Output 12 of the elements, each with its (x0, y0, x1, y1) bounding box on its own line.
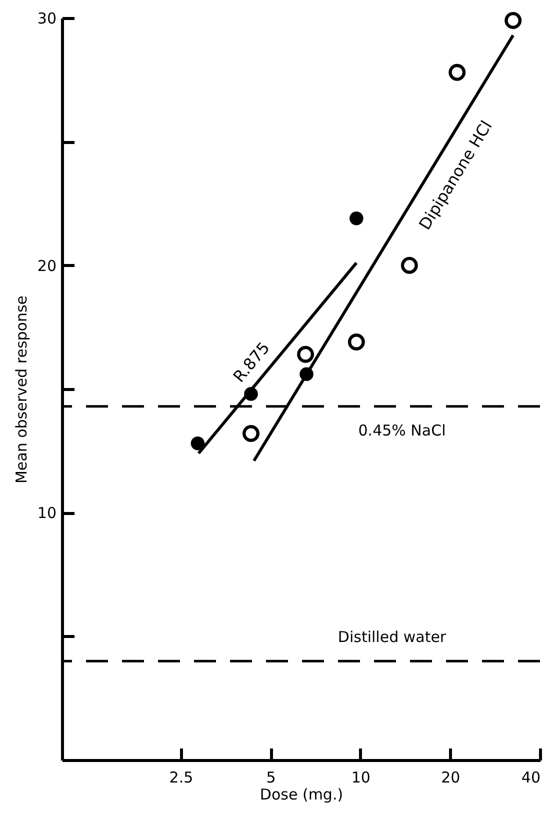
x-tick-label: 40 (521, 768, 540, 786)
ref-line-label: 0.45% NaCl (358, 421, 446, 440)
y-axis-title: Mean observed response (12, 295, 30, 484)
y-tick-label: 10 (37, 504, 56, 522)
x-tick-label: 10 (351, 768, 370, 786)
y-tick-label: 20 (37, 256, 56, 275)
ref-line-label: Distilled water (338, 628, 447, 646)
x-tick-label: 5 (266, 768, 276, 786)
x-tick-label: 20 (441, 768, 460, 786)
x-tick-label: 2.5 (169, 768, 194, 786)
x-axis-title: Dose (mg.) (260, 786, 344, 804)
y-tick-label: 30 (37, 10, 56, 28)
